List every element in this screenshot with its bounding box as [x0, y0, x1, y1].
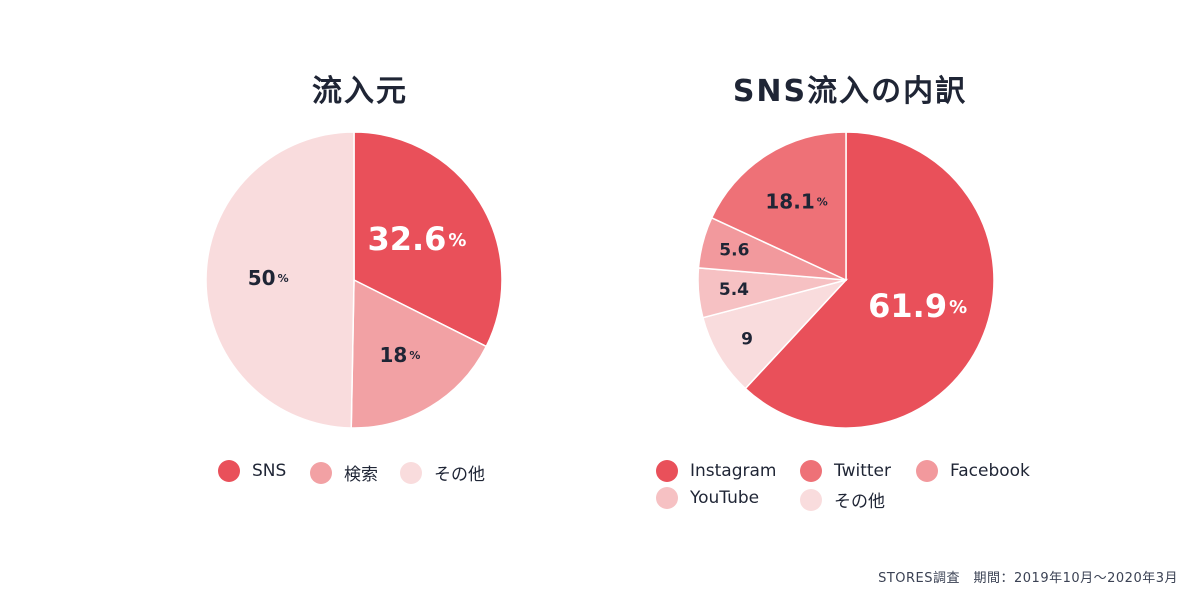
- slice-value-label: 61.9%: [868, 287, 967, 325]
- slice-value-label: 5.6: [719, 241, 749, 261]
- legend-swatch: [800, 460, 822, 482]
- legend-item: Instagram: [656, 460, 777, 482]
- legend-swatch: [656, 460, 678, 482]
- legend-item: 検索: [310, 460, 378, 485]
- slice-value-label: 18.1%: [765, 189, 827, 213]
- slice-value-label: 5.4: [719, 280, 749, 300]
- chart-title: 流入元: [312, 74, 408, 109]
- slice-value-label: 32.6%: [367, 220, 466, 258]
- legend-label: Instagram: [690, 461, 777, 481]
- pie-slice-その他: [205, 131, 355, 429]
- legend-swatch: [800, 488, 822, 511]
- chart-inflow-source: 流入元 32.6% 18% 50% SNS 検索 その他: [150, 0, 570, 560]
- legend-item: その他: [400, 460, 485, 485]
- legend-swatch: [400, 461, 422, 484]
- legend-label: SNS: [252, 461, 287, 481]
- legend-item: SNS: [218, 460, 286, 482]
- chart-sns-breakdown: SNS流入の内訳 61.9% 9 5.4 5.6 18.1% Instagram Twit…: [620, 0, 1080, 560]
- legend-swatch: [656, 487, 678, 509]
- legend-label: YouTube: [690, 488, 760, 508]
- slice-value-label: 18%: [379, 343, 420, 367]
- pie-chart: 32.6 % 18 % 50%: [205, 131, 503, 429]
- legend-item: YouTube: [656, 487, 759, 509]
- slice-value-label: 9: [741, 329, 753, 349]
- legend-item: Twitter: [800, 460, 891, 482]
- legend-label: その他: [434, 465, 485, 485]
- pie-slice-その他: [701, 278, 849, 390]
- pie-slice-検索: [350, 278, 488, 429]
- slice-value-label: 50%: [248, 266, 289, 290]
- legend-swatch: [310, 461, 332, 484]
- legend-label: その他: [834, 492, 885, 512]
- pie-slice-sns: [353, 131, 503, 348]
- pie-slice-twitter: [710, 131, 847, 282]
- legend-item: Facebook: [916, 460, 1030, 482]
- legend-swatch: [916, 460, 938, 482]
- legend-label: 検索: [344, 465, 378, 485]
- legend-item: その他: [800, 487, 885, 512]
- pie-slice-instagram: [744, 131, 995, 429]
- legend-swatch: [218, 460, 240, 482]
- legend-label: Facebook: [950, 461, 1030, 481]
- pie-chart: 61.9 % 9 5.4 5.6 18.1%: [697, 131, 995, 429]
- legend-label: Twitter: [834, 461, 891, 481]
- source-footnote: STORES調査 期間：2019年10月～2020年3月: [878, 571, 1178, 586]
- chart-title: SNS流入の内訳: [732, 74, 968, 109]
